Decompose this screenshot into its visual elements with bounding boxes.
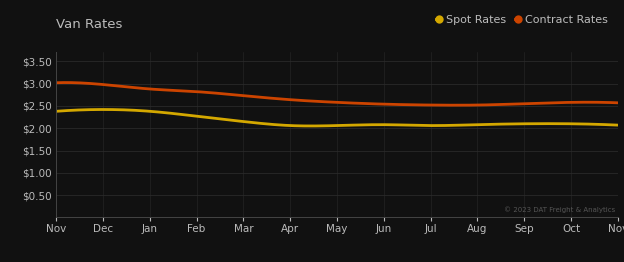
Text: Van Rates: Van Rates [56, 18, 122, 31]
Text: © 2023 DAT Freight & Analytics: © 2023 DAT Freight & Analytics [504, 206, 615, 212]
Legend: Spot Rates, Contract Rates: Spot Rates, Contract Rates [431, 11, 612, 30]
